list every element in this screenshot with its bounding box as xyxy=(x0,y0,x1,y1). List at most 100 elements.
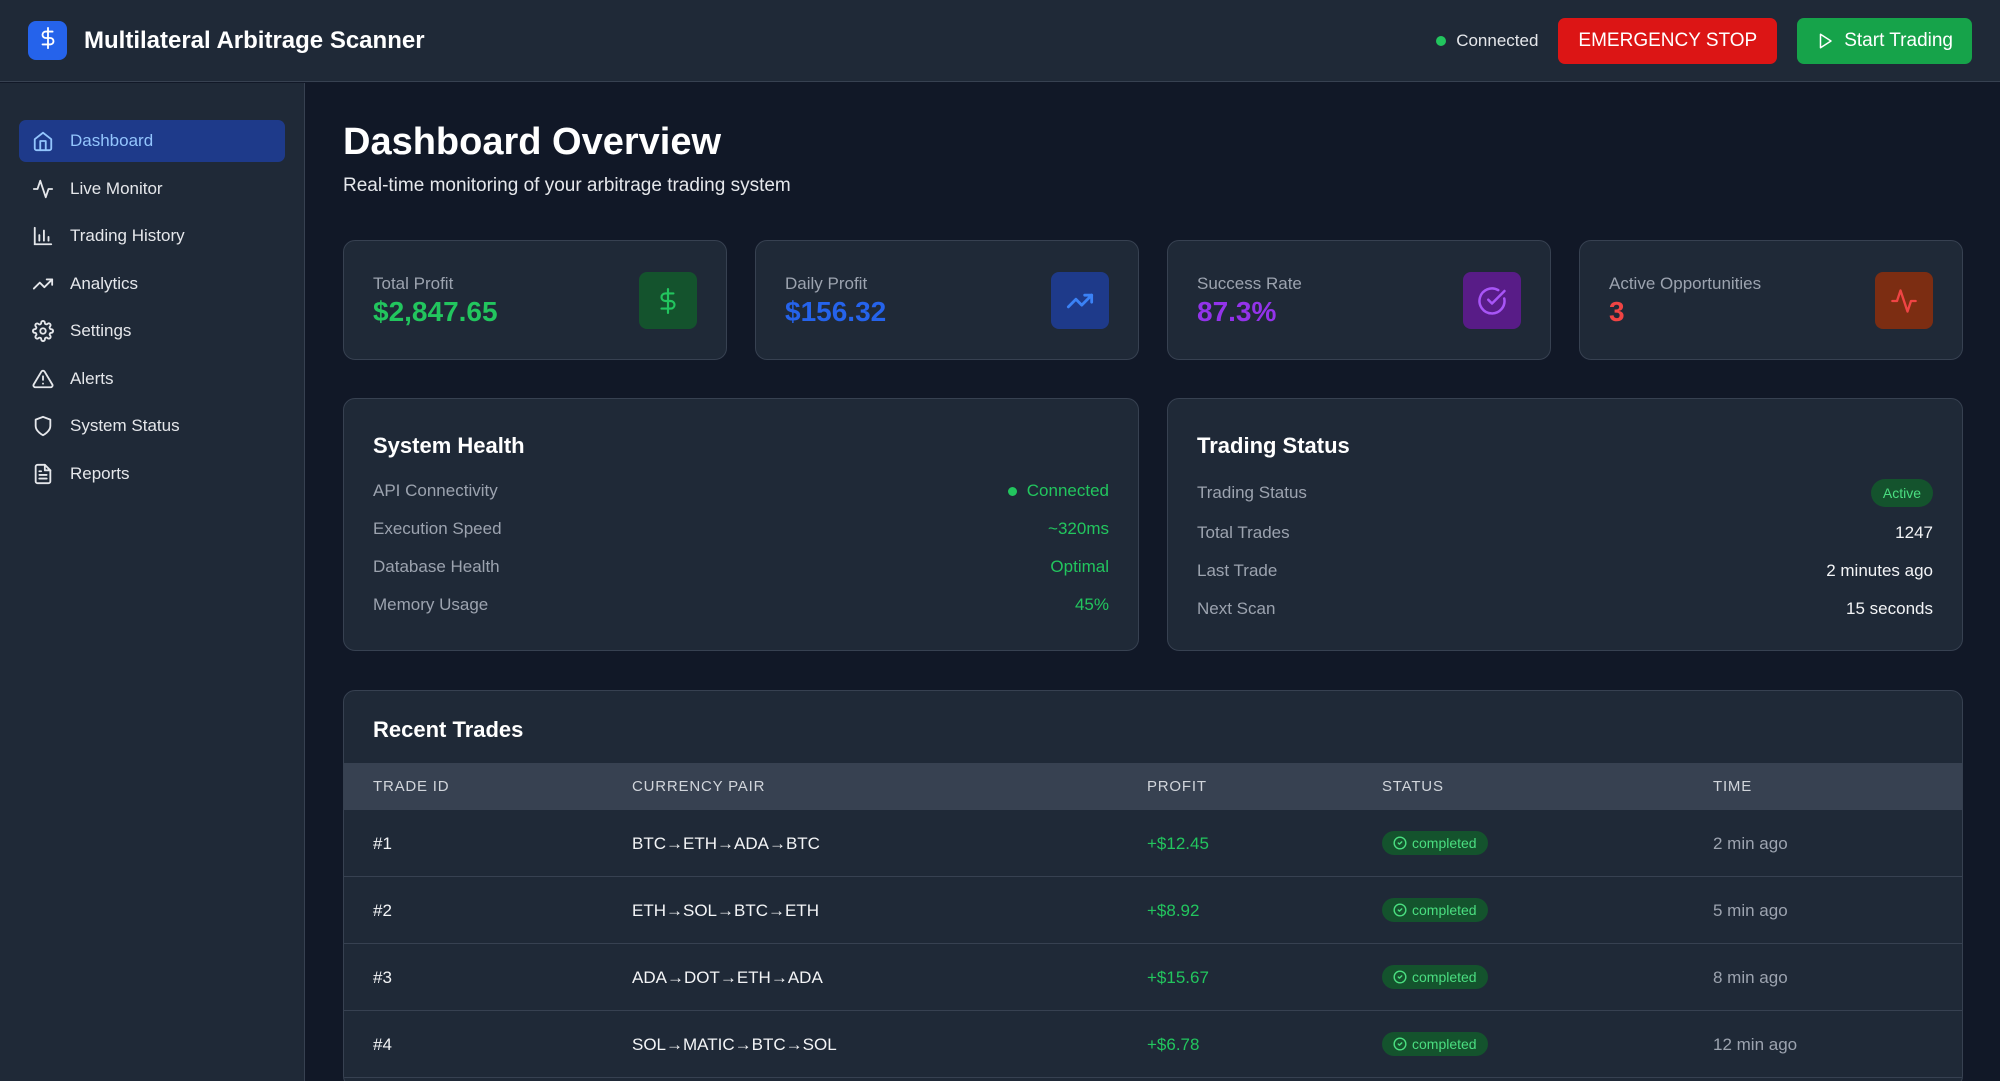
table-row[interactable]: #2 ETH→SOL→BTC→ETH +$8.92 completed 5 mi… xyxy=(344,877,1962,944)
panel-title: Recent Trades xyxy=(373,717,524,742)
check-circle-icon xyxy=(1463,272,1521,329)
row-label: Total Trades xyxy=(1197,523,1290,542)
currency-pair: ETH→SOL→BTC→ETH xyxy=(632,901,820,920)
warning-icon xyxy=(32,369,54,388)
sidebar-item-label: Analytics xyxy=(70,273,139,293)
stat-label: Total Profit xyxy=(373,274,454,293)
status-text: completed xyxy=(1412,902,1477,918)
trade-time: 2 min ago xyxy=(1713,834,1788,853)
sidebar-item-reports[interactable]: Reports xyxy=(19,453,285,495)
stat-label: Success Rate xyxy=(1197,274,1302,293)
status-badge: completed xyxy=(1382,898,1488,922)
sidebar-item-analytics[interactable]: Analytics xyxy=(19,263,285,305)
sidebar: Dashboard Live Monitor Trading History A… xyxy=(0,83,305,1081)
sidebar-item-label: Trading History xyxy=(70,226,185,245)
trade-id: #3 xyxy=(373,968,392,987)
activity-icon xyxy=(1875,272,1933,329)
play-icon xyxy=(1819,33,1832,48)
sidebar-item-label: Alerts xyxy=(70,368,114,388)
sidebar-item-settings[interactable]: Settings xyxy=(19,310,285,352)
status-dot-icon xyxy=(1007,486,1017,496)
table-header: TRADE ID CURRENCY PAIR PROFIT STATUS TIM… xyxy=(344,763,1962,810)
currency-pair: ADA→DOT→ETH→ADA xyxy=(632,968,823,987)
page-subtitle: Real-time monitoring of your arbitrage t… xyxy=(343,175,791,196)
stat-card-daily-profit: Daily Profit $156.32 xyxy=(755,240,1139,360)
status-row-total-trades: Total Trades 1247 xyxy=(1197,523,1933,543)
check-circle-icon xyxy=(1393,1037,1407,1051)
row-value: Optimal xyxy=(1050,557,1109,576)
emergency-stop-button[interactable]: EMERGENCY STOP xyxy=(1558,17,1778,64)
check-circle-icon xyxy=(1393,903,1407,917)
header-actions: Connected EMERGENCY STOP Start Trading xyxy=(1436,17,1972,64)
trade-profit: +$6.78 xyxy=(1147,1035,1200,1054)
sidebar-item-label: System Status xyxy=(70,416,180,435)
sidebar-item-dashboard[interactable]: Dashboard xyxy=(19,120,285,162)
row-label: Next Scan xyxy=(1197,599,1276,618)
trade-profit: +$12.45 xyxy=(1147,834,1209,853)
page-title: Dashboard Overview xyxy=(343,121,722,163)
trade-time: 12 min ago xyxy=(1713,1035,1798,1054)
sidebar-item-label: Dashboard xyxy=(70,131,154,150)
row-label: API Connectivity xyxy=(373,481,498,500)
connection-status-label: Connected xyxy=(1456,30,1539,50)
row-value: 1247 xyxy=(1895,523,1933,542)
check-circle-icon xyxy=(1393,836,1407,850)
check-circle-icon xyxy=(1393,970,1407,984)
row-value: ~320ms xyxy=(1048,519,1109,538)
stat-label: Daily Profit xyxy=(785,274,868,293)
table-row[interactable]: #3 ADA→DOT→ETH→ADA +$15.67 completed 8 m… xyxy=(344,944,1962,1011)
start-trading-button[interactable]: Start Trading xyxy=(1797,17,1972,64)
trade-profit: +$15.67 xyxy=(1147,968,1209,987)
status-badge: completed xyxy=(1382,965,1488,989)
stat-card-success-rate: Success Rate 87.3% xyxy=(1167,240,1551,360)
dollar-icon xyxy=(639,272,697,329)
row-label: Memory Usage xyxy=(373,595,489,614)
shield-icon xyxy=(34,415,52,437)
dollar-icon xyxy=(37,25,59,56)
currency-pair: BTC→ETH→ADA→BTC xyxy=(632,834,820,853)
column-header: PROFIT xyxy=(1147,778,1207,795)
stat-value: 87.3% xyxy=(1197,296,1277,327)
status-text: completed xyxy=(1412,969,1477,985)
trade-id: #4 xyxy=(373,1035,392,1054)
sidebar-item-trading-history[interactable]: Trading History xyxy=(19,215,285,257)
row-label: Last Trade xyxy=(1197,561,1278,580)
row-value: Connected xyxy=(1007,481,1109,501)
trending-up-icon xyxy=(1051,272,1109,329)
stat-label: Active Opportunities xyxy=(1609,274,1762,293)
column-header: TIME xyxy=(1713,778,1753,795)
status-row-trading: Trading Status Active xyxy=(1197,479,1933,507)
home-icon xyxy=(33,131,53,152)
activity-icon xyxy=(32,179,54,198)
sidebar-item-system-status[interactable]: System Status xyxy=(19,405,285,447)
sidebar-item-label: Live Monitor xyxy=(70,178,163,198)
status-text: completed xyxy=(1412,1036,1477,1052)
recent-trades-panel: Recent Trades TRADE ID CURRENCY PAIR PRO… xyxy=(343,690,1963,1081)
panel-title: System Health xyxy=(373,433,525,458)
trading-status-panel: Trading Status Trading Status Active Tot… xyxy=(1167,398,1963,651)
connection-indicator: Connected xyxy=(1436,31,1538,51)
sidebar-item-alerts[interactable]: Alerts xyxy=(19,358,285,400)
row-label: Trading Status xyxy=(1197,483,1307,502)
table-row[interactable]: #1 BTC→ETH→ADA→BTC +$12.45 completed 2 m… xyxy=(344,810,1962,877)
status-badge: Active xyxy=(1870,479,1933,507)
row-value: 2 minutes ago xyxy=(1826,561,1933,580)
currency-pair: SOL→MATIC→BTC→SOL xyxy=(632,1035,837,1054)
column-header: STATUS xyxy=(1382,778,1444,795)
trade-profit: +$8.92 xyxy=(1147,901,1200,920)
table-row[interactable]: #4 SOL→MATIC→BTC→SOL +$6.78 completed 12… xyxy=(344,1011,1962,1078)
connection-dot-icon xyxy=(1436,35,1447,46)
app-title: Multilateral Arbitrage Scanner xyxy=(84,26,425,54)
stat-value: 3 xyxy=(1609,296,1625,327)
sidebar-item-live-monitor[interactable]: Live Monitor xyxy=(19,168,285,210)
start-trading-label: Start Trading xyxy=(1844,29,1953,51)
status-badge: completed xyxy=(1382,1032,1488,1056)
health-row-memory: Memory Usage 45% xyxy=(373,595,1109,615)
system-health-panel: System Health API Connectivity Connected… xyxy=(343,398,1139,651)
trade-time: 8 min ago xyxy=(1713,968,1788,987)
trade-time: 5 min ago xyxy=(1713,901,1788,920)
top-header: Multilateral Arbitrage Scanner Connected… xyxy=(0,0,2000,82)
status-row-next-scan: Next Scan 15 seconds xyxy=(1197,599,1933,619)
column-header: TRADE ID xyxy=(373,778,450,795)
trade-id: #2 xyxy=(373,901,392,920)
